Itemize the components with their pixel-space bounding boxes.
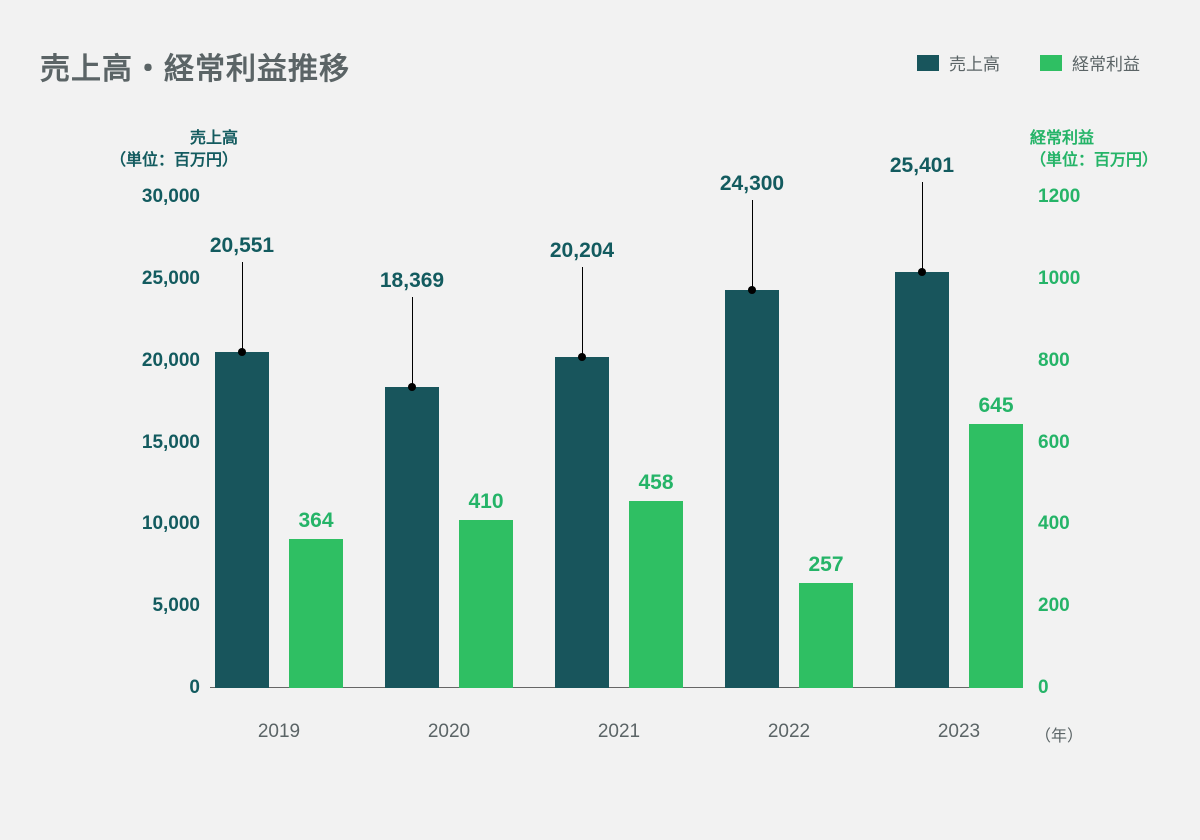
bar-label-sales: 20,551 <box>210 234 274 258</box>
legend-label-profit: 経常利益 <box>1072 50 1140 75</box>
bar-sales <box>895 272 949 688</box>
bar-sales <box>215 352 269 688</box>
leader-dot <box>408 383 416 391</box>
bar-sales <box>725 290 779 688</box>
chart-title: 売上高・経常利益推移 <box>40 44 350 88</box>
bar-label-sales: 18,369 <box>380 269 444 293</box>
bar-profit <box>629 501 683 688</box>
y-axis-left-title: 売上高 （単位：百万円） <box>110 128 238 171</box>
leader-dot <box>748 286 756 294</box>
leader-line <box>242 262 243 352</box>
bar-profit <box>459 520 513 688</box>
bar-profit <box>799 583 853 688</box>
bar-label-profit: 257 <box>808 553 843 577</box>
leader-line <box>752 200 753 290</box>
x-axis-unit: （年） <box>1035 722 1083 746</box>
bar-label-profit: 364 <box>298 509 333 533</box>
legend: 売上高 経常利益 <box>917 50 1140 75</box>
bar-sales <box>555 357 609 688</box>
leader-line <box>582 267 583 357</box>
bar-label-profit: 645 <box>978 394 1013 418</box>
y-left-tick: 30,000 <box>110 186 200 208</box>
legend-swatch-sales <box>917 55 939 71</box>
y-right-tick: 1200 <box>1038 186 1080 208</box>
x-tick: 2023 <box>938 721 980 743</box>
bar-profit <box>289 539 343 688</box>
legend-item-profit: 経常利益 <box>1040 50 1140 75</box>
x-tick: 2019 <box>258 721 300 743</box>
bar-profit <box>969 424 1023 688</box>
x-tick: 2022 <box>768 721 810 743</box>
bar-label-sales: 20,204 <box>550 239 614 263</box>
y-left-tick: 0 <box>110 677 200 699</box>
y-left-tick: 20,000 <box>110 350 200 372</box>
y-right-tick: 1000 <box>1038 268 1080 290</box>
chart-container: 売上高・経常利益推移 売上高 経常利益 売上高 （単位：百万円） 経常利益 （単… <box>0 0 1200 840</box>
x-tick: 2021 <box>598 721 640 743</box>
y-left-tick: 25,000 <box>110 268 200 290</box>
y-right-tick: 200 <box>1038 595 1070 617</box>
x-tick: 2020 <box>428 721 470 743</box>
y-right-tick: 800 <box>1038 350 1070 372</box>
leader-dot <box>238 348 246 356</box>
bar-sales <box>385 387 439 688</box>
legend-item-sales: 売上高 <box>917 50 1000 75</box>
leader-dot <box>578 353 586 361</box>
leader-dot <box>918 268 926 276</box>
y-left-tick: 5,000 <box>110 595 200 617</box>
bar-label-sales: 25,401 <box>890 154 954 178</box>
legend-swatch-profit <box>1040 55 1062 71</box>
y-left-tick: 15,000 <box>110 432 200 454</box>
bar-label-profit: 410 <box>468 490 503 514</box>
plot-area: 20,55136418,36941020,20445824,30025725,4… <box>210 197 1020 688</box>
leader-line <box>412 297 413 387</box>
bar-label-sales: 24,300 <box>720 172 784 196</box>
leader-line <box>922 182 923 272</box>
bar-label-profit: 458 <box>638 471 673 495</box>
y-right-tick: 400 <box>1038 513 1070 535</box>
y-right-tick: 600 <box>1038 432 1070 454</box>
legend-label-sales: 売上高 <box>949 50 1000 75</box>
y-left-tick: 10,000 <box>110 513 200 535</box>
y-axis-right-title: 経常利益 （単位：百万円） <box>1030 128 1158 171</box>
y-right-tick: 0 <box>1038 677 1049 699</box>
